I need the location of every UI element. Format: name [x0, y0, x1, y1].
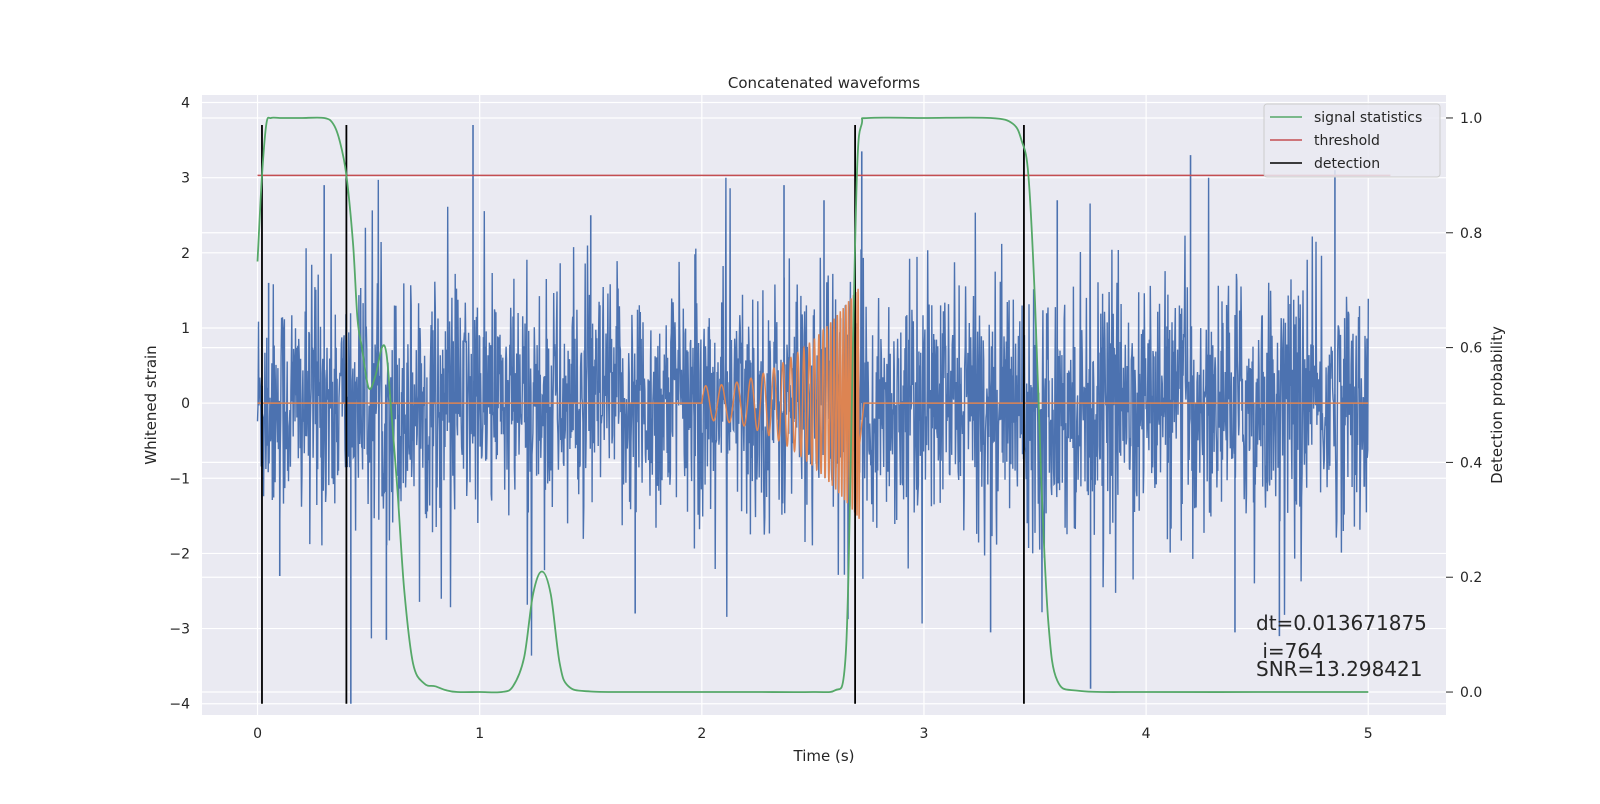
x-tick-label: 3: [920, 726, 929, 742]
x-tick-label: 4: [1142, 726, 1151, 742]
annotation-snr: SNR=13.298421: [1256, 657, 1422, 681]
x-axis-label: Time (s): [793, 747, 855, 765]
y2-tick-label: 1.0: [1460, 111, 1482, 127]
y2-tick-label: 0.4: [1460, 455, 1482, 471]
y2-tick-label: 0.8: [1460, 226, 1482, 242]
y-tick-label: −3: [169, 622, 190, 638]
legend-box: [1263, 103, 1441, 178]
legend-label-signal-statistics: signal statistics: [1314, 110, 1422, 126]
y-tick-label: −4: [169, 697, 190, 713]
y-tick-label: 1: [181, 321, 190, 337]
signal-statistics-series-line: [256, 116, 1369, 694]
y-tick-label: 0: [181, 396, 190, 412]
y2-tick-label: 0.2: [1460, 570, 1482, 586]
annotations: dt=0.013671875 i=764 SNR=13.298421: [1256, 611, 1427, 681]
y-tick-label: −2: [169, 546, 190, 562]
legend-label-detection: detection: [1314, 156, 1380, 172]
legend-label-threshold: threshold: [1314, 133, 1380, 149]
axes: 0 1 2 3 4 5 −4 −3 −2 −1 0 1 2 3 4 0.0 0.2 0.4 0.6 0.8 1.0: [169, 96, 1482, 742]
y-tick-label: 2: [181, 246, 190, 262]
y-tick-label: 4: [181, 96, 190, 112]
y2-axis-label: Detection probability: [1488, 326, 1506, 484]
x-tick-label: 5: [1364, 726, 1373, 742]
chart-title: Concatenated waveforms: [728, 74, 920, 92]
y-axis-label: Whitened strain: [142, 345, 160, 464]
y-tick-label: −1: [169, 471, 190, 487]
plot-area: [256, 116, 1391, 704]
y2-tick-label: 0.0: [1460, 685, 1482, 701]
annotation-dt: dt=0.013671875: [1256, 611, 1427, 635]
annotation-index: i=764: [1256, 639, 1323, 663]
y-tick-label: 3: [181, 171, 190, 187]
template-series-line: [257, 288, 1369, 519]
x-tick-label: 1: [475, 726, 484, 742]
x-tick-label: 0: [253, 726, 262, 742]
y2-tick-label: 0.6: [1460, 341, 1482, 357]
legend: signal statistics threshold detection: [1263, 103, 1441, 178]
data-layer: [256, 116, 1391, 704]
x-tick-label: 2: [697, 726, 706, 742]
